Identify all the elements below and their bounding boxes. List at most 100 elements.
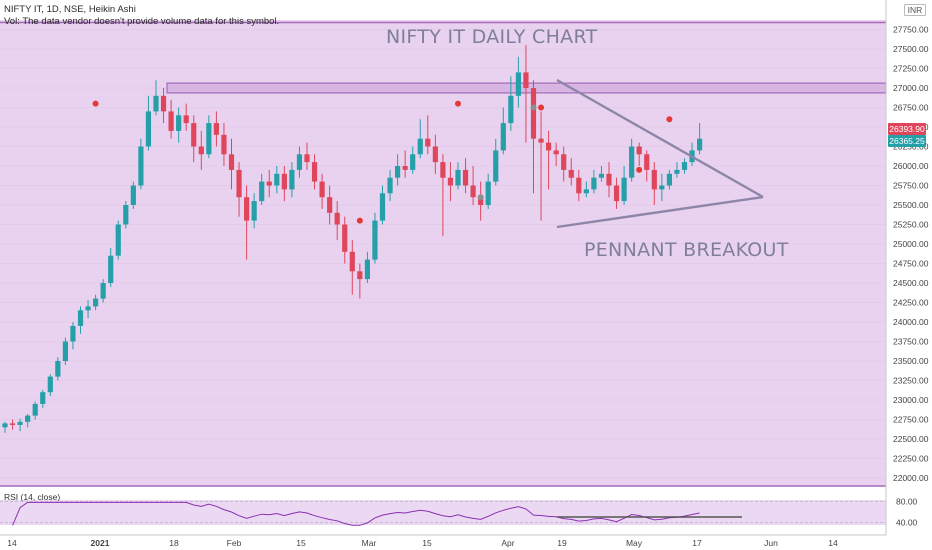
candle[interactable] <box>659 173 665 202</box>
candle[interactable] <box>123 201 129 229</box>
candle[interactable] <box>138 138 144 190</box>
candle[interactable] <box>372 212 378 264</box>
candle[interactable] <box>591 169 597 194</box>
candle[interactable] <box>153 80 159 116</box>
candle[interactable] <box>145 95 152 151</box>
candle[interactable] <box>130 181 136 209</box>
candle[interactable] <box>40 389 46 408</box>
candle[interactable] <box>55 357 61 381</box>
candle[interactable] <box>629 138 635 182</box>
candle[interactable] <box>259 173 265 205</box>
candle[interactable] <box>334 201 340 241</box>
candle[interactable] <box>666 169 672 190</box>
candle[interactable] <box>47 374 53 397</box>
candle[interactable] <box>32 401 38 420</box>
candle[interactable] <box>568 158 574 186</box>
candle[interactable] <box>417 119 423 159</box>
candle[interactable] <box>198 130 204 170</box>
candle[interactable] <box>296 146 303 178</box>
candle[interactable] <box>636 142 642 166</box>
candle[interactable] <box>561 146 567 182</box>
candle[interactable] <box>530 80 537 194</box>
rsi-panel[interactable]: RSI (14, close) 80.00 40.00 <box>0 492 918 528</box>
candle[interactable] <box>432 134 438 174</box>
candle[interactable] <box>319 173 325 209</box>
candles-layer[interactable] <box>2 45 703 433</box>
candle[interactable] <box>25 414 31 428</box>
time-axis[interactable]: 14 2021 18 Feb 15 Mar 15 Apr 19 May 17 Jun 14 <box>0 534 886 548</box>
currency-label[interactable]: INR <box>904 4 926 16</box>
candle[interactable] <box>213 111 219 147</box>
candle[interactable] <box>108 247 114 287</box>
candle[interactable] <box>379 185 386 225</box>
candle[interactable] <box>2 421 8 433</box>
candle[interactable] <box>364 251 370 283</box>
candle[interactable] <box>100 279 106 303</box>
pennant-trendlines[interactable] <box>556 78 764 229</box>
candle[interactable] <box>440 154 446 237</box>
candle[interactable] <box>266 169 272 198</box>
candle[interactable] <box>644 150 650 182</box>
candle[interactable] <box>508 76 514 131</box>
candle[interactable] <box>395 154 401 186</box>
candle[interactable] <box>470 166 476 205</box>
candle[interactable] <box>681 158 688 174</box>
candle[interactable] <box>598 166 605 182</box>
candle[interactable] <box>462 158 469 194</box>
candle[interactable] <box>281 166 287 202</box>
candle[interactable] <box>697 123 703 155</box>
candle[interactable] <box>191 115 197 163</box>
candle[interactable] <box>168 99 174 139</box>
candle[interactable] <box>613 177 620 209</box>
candle[interactable] <box>583 181 589 198</box>
candle[interactable] <box>357 263 363 299</box>
candle[interactable] <box>651 162 657 205</box>
candle[interactable] <box>485 173 491 209</box>
candle[interactable] <box>387 169 393 202</box>
candle[interactable] <box>176 107 182 143</box>
candle[interactable] <box>160 88 167 124</box>
candle[interactable] <box>621 166 627 205</box>
candle[interactable] <box>17 418 23 432</box>
candle[interactable] <box>455 162 461 190</box>
candle[interactable] <box>311 154 318 190</box>
candle[interactable] <box>206 115 212 159</box>
candle[interactable] <box>244 185 250 260</box>
candle[interactable] <box>327 185 333 225</box>
candle[interactable] <box>77 306 84 334</box>
candle[interactable] <box>538 111 544 221</box>
candle[interactable] <box>402 150 408 178</box>
candle[interactable] <box>70 322 76 350</box>
candle[interactable] <box>493 138 499 186</box>
candle[interactable] <box>221 123 227 166</box>
pennant-lower-trendline[interactable] <box>556 195 764 229</box>
candle[interactable] <box>515 56 521 108</box>
candle[interactable] <box>606 162 612 198</box>
candle[interactable] <box>576 169 582 202</box>
candle[interactable] <box>349 240 355 295</box>
candle[interactable] <box>304 142 310 170</box>
pennant-upper-trendline[interactable] <box>556 78 764 199</box>
candle[interactable] <box>228 138 235 190</box>
candle[interactable] <box>85 300 91 319</box>
candle[interactable] <box>500 107 506 155</box>
candle[interactable] <box>342 216 348 264</box>
candle[interactable] <box>410 146 416 174</box>
candle[interactable] <box>546 130 552 190</box>
candle[interactable] <box>115 220 121 260</box>
candle[interactable] <box>553 142 559 166</box>
candle[interactable] <box>9 419 16 430</box>
candle[interactable] <box>251 193 257 229</box>
candle[interactable] <box>62 337 68 365</box>
candle[interactable] <box>674 162 680 178</box>
candle[interactable] <box>274 166 280 194</box>
candle[interactable] <box>425 115 431 155</box>
candle[interactable] <box>289 162 295 198</box>
candle[interactable] <box>236 162 242 217</box>
candle[interactable] <box>447 162 454 202</box>
candle[interactable] <box>478 181 484 221</box>
candle[interactable] <box>93 294 99 311</box>
candle[interactable] <box>523 45 529 143</box>
candle[interactable] <box>183 103 189 131</box>
